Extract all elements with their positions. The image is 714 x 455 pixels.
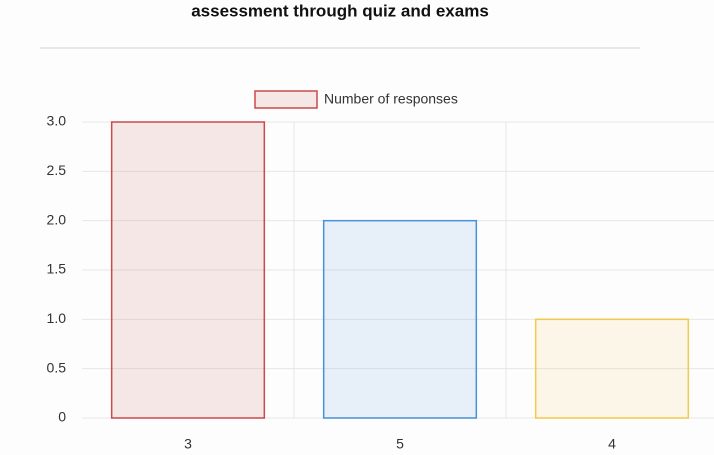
y-tick-label: 0.5 (47, 359, 67, 375)
y-tick-label: 2.5 (47, 162, 67, 178)
y-tick-label: 3.0 (47, 113, 67, 129)
y-tick-label: 1.5 (47, 261, 67, 277)
bar (534, 318, 690, 419)
x-tick-label: 4 (608, 436, 616, 452)
legend-label: Number of responses (324, 91, 458, 107)
bar (322, 219, 478, 419)
legend-swatch (254, 90, 318, 109)
y-tick-label: 2.0 (47, 211, 67, 227)
x-tick-label: 5 (396, 436, 404, 452)
y-tick-label: 0 (58, 409, 66, 425)
bar (110, 121, 266, 419)
x-tick-label: 3 (184, 436, 192, 452)
y-tick-label: 1.0 (47, 310, 67, 326)
chart-title: assessment through quiz and exams (191, 1, 489, 20)
